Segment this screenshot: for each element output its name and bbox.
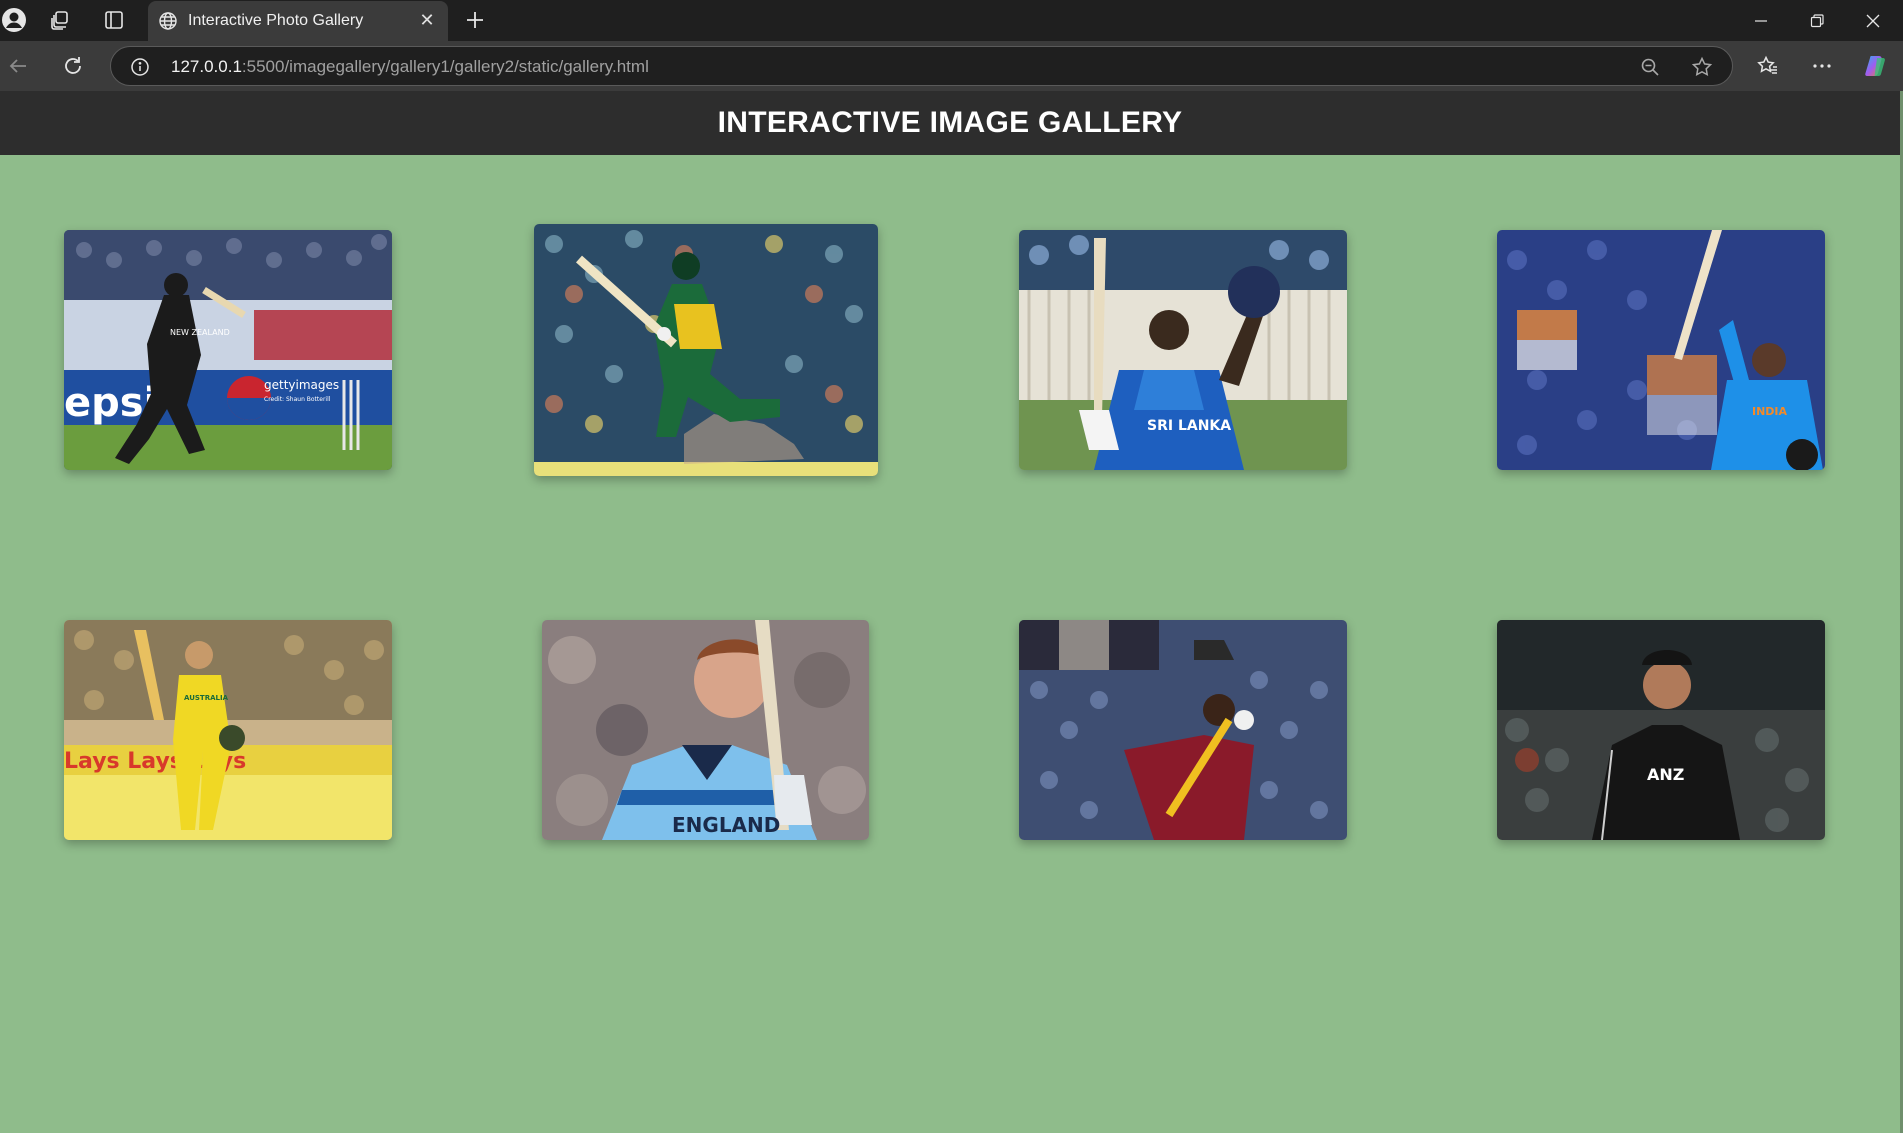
active-tab[interactable]: Interactive Photo Gallery ✕ bbox=[148, 1, 448, 41]
copilot-icon[interactable] bbox=[1862, 52, 1890, 80]
zoom-out-icon[interactable] bbox=[1639, 56, 1661, 78]
gallery-photo-1[interactable]: epsi gettyimages Credit: Shaun Botterill… bbox=[64, 230, 392, 470]
page-scrollbar[interactable] bbox=[1900, 91, 1903, 1133]
refresh-icon[interactable] bbox=[61, 54, 85, 78]
jersey-text: ANZ bbox=[1647, 765, 1684, 784]
minimize-icon[interactable] bbox=[1733, 0, 1789, 41]
address-bar[interactable]: 127.0.0.1:5500/imagegallery/gallery1/gal… bbox=[110, 46, 1733, 86]
tab-actions-icon[interactable] bbox=[102, 8, 126, 32]
more-options-icon[interactable] bbox=[1810, 54, 1834, 78]
browser-tab-bar: Interactive Photo Gallery ✕ bbox=[0, 0, 1903, 41]
photo-watermark: gettyimages bbox=[264, 378, 339, 392]
globe-icon bbox=[158, 11, 178, 31]
site-info-icon[interactable] bbox=[129, 56, 151, 78]
favorite-star-icon[interactable] bbox=[1691, 56, 1713, 78]
gallery-photo-5[interactable]: Lays Lays Lays AUSTRALIA bbox=[64, 620, 392, 840]
browser-toolbar: 127.0.0.1:5500/imagegallery/gallery1/gal… bbox=[0, 41, 1903, 91]
back-icon[interactable] bbox=[6, 54, 30, 78]
jersey-text: ENGLAND bbox=[672, 813, 780, 837]
url-path: :5500/imagegallery/gallery1/gallery2/sta… bbox=[241, 57, 649, 76]
jersey-text: NEW ZEALAND bbox=[170, 328, 230, 337]
url-text[interactable]: 127.0.0.1:5500/imagegallery/gallery1/gal… bbox=[171, 57, 649, 77]
photo-credit: Credit: Shaun Botterill bbox=[264, 396, 331, 403]
gallery-photo-2[interactable] bbox=[534, 224, 878, 476]
workspaces-icon[interactable] bbox=[48, 8, 72, 32]
restore-icon[interactable] bbox=[1789, 0, 1845, 41]
jersey-text: INDIA bbox=[1752, 405, 1788, 418]
close-window-icon[interactable] bbox=[1845, 0, 1901, 41]
profile-icon[interactable] bbox=[0, 6, 28, 34]
close-tab-icon[interactable]: ✕ bbox=[419, 10, 435, 30]
gallery-photo-6[interactable]: ENGLAND bbox=[542, 620, 869, 840]
jersey-text: AUSTRALIA bbox=[184, 694, 229, 702]
tab-title: Interactive Photo Gallery bbox=[188, 12, 364, 29]
gallery-photo-8[interactable]: ANZ bbox=[1497, 620, 1825, 840]
page-title: INTERACTIVE IMAGE GALLERY bbox=[717, 106, 1183, 139]
favorites-icon[interactable] bbox=[1756, 54, 1780, 78]
gallery-photo-7[interactable] bbox=[1019, 620, 1347, 840]
jersey-text: SRI LANKA bbox=[1147, 418, 1231, 434]
gallery-header: INTERACTIVE IMAGE GALLERY bbox=[0, 91, 1900, 155]
gallery-photo-4[interactable]: INDIA bbox=[1497, 230, 1825, 470]
url-host: 127.0.0.1 bbox=[171, 57, 242, 76]
new-tab-icon[interactable] bbox=[463, 8, 487, 32]
gallery-photo-3[interactable]: SRI LANKA bbox=[1019, 230, 1347, 470]
